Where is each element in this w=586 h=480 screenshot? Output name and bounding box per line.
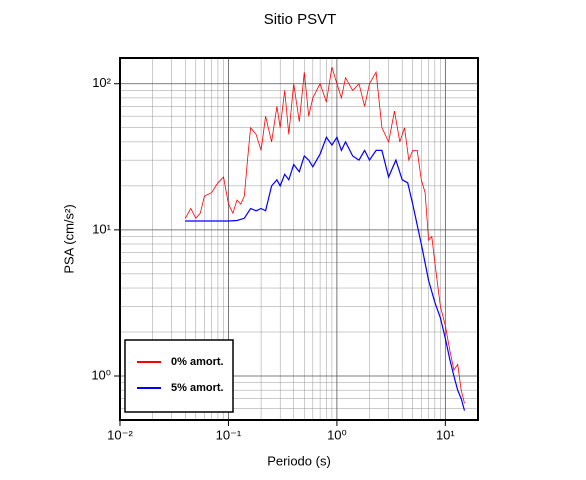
y-tick-label: 10¹ (92, 221, 111, 236)
chart-title: Sitio PSVT (264, 11, 337, 28)
legend-label: 5% amort. (171, 382, 224, 394)
plot-frame (119, 57, 479, 421)
x-tick-label: 10⁰ (327, 427, 347, 442)
x-tick-label: 10¹ (436, 427, 455, 442)
y-tick-label: 10² (92, 75, 111, 90)
legend-label: 0% amort. (171, 356, 224, 368)
legend-box (124, 339, 234, 413)
x-tick-label: 10⁻¹ (216, 427, 242, 442)
data-line (184, 66, 465, 404)
y-axis-label: PSA (cm/s²) (61, 204, 76, 273)
x-axis-label: Periodo (s) (267, 453, 331, 468)
data-line (185, 135, 466, 411)
x-tick-label: 10⁻² (107, 427, 133, 442)
y-tick-label: 10⁰ (91, 367, 111, 382)
